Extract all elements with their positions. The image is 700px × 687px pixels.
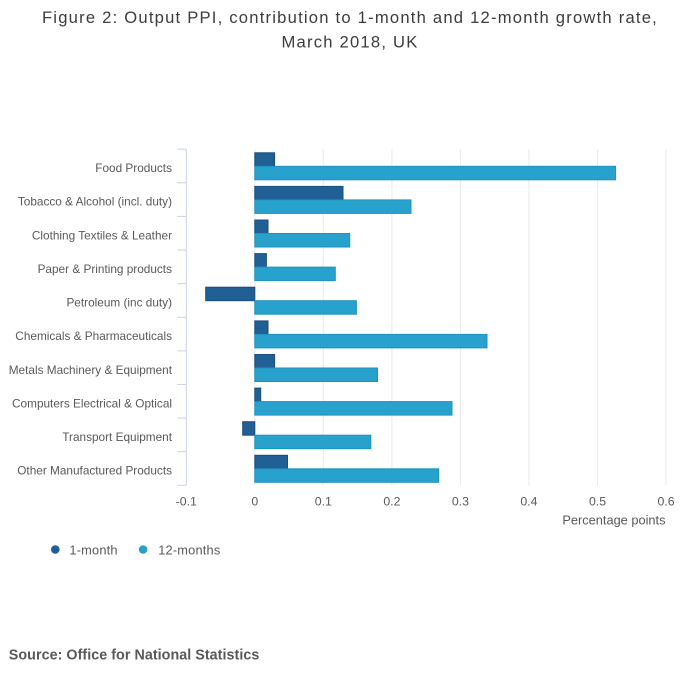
svg-text:Tobacco & Alcohol (incl. duty): Tobacco & Alcohol (incl. duty) xyxy=(18,195,172,209)
svg-text:12-months: 12-months xyxy=(158,542,220,557)
svg-text:-0.1: -0.1 xyxy=(176,495,197,509)
svg-text:Computers Electrical & Optical: Computers Electrical & Optical xyxy=(12,396,172,410)
svg-text:Transport Equipment: Transport Equipment xyxy=(62,430,172,444)
svg-text:Source: Office for National St: Source: Office for National Statistics xyxy=(9,648,260,664)
svg-text:Percentage points: Percentage points xyxy=(562,513,665,528)
svg-text:0.1: 0.1 xyxy=(315,495,332,509)
svg-text:0.6: 0.6 xyxy=(657,495,674,509)
svg-text:Paper & Printing products: Paper & Printing products xyxy=(38,262,173,276)
svg-text:Metals Machinery & Equipment: Metals Machinery & Equipment xyxy=(9,363,173,377)
svg-text:Food Products: Food Products xyxy=(95,161,172,175)
svg-text:0.4: 0.4 xyxy=(520,495,537,509)
svg-text:Petroleum (inc duty): Petroleum (inc duty) xyxy=(66,296,172,310)
svg-text:Other Manufactured Products: Other Manufactured Products xyxy=(17,464,172,478)
svg-text:0.3: 0.3 xyxy=(452,495,469,509)
svg-text:0.2: 0.2 xyxy=(383,495,400,509)
svg-text:0.5: 0.5 xyxy=(589,495,606,509)
svg-text:March 2018, UK: March 2018, UK xyxy=(282,33,419,52)
svg-text:Clothing Textiles & Leather: Clothing Textiles & Leather xyxy=(32,228,172,242)
svg-text:1-month: 1-month xyxy=(69,542,117,557)
svg-text:Chemicals & Pharmaceuticals: Chemicals & Pharmaceuticals xyxy=(15,329,172,343)
svg-text:0: 0 xyxy=(251,495,258,509)
svg-text:Figure 2: Output PPI, contribu: Figure 2: Output PPI, contribution to 1-… xyxy=(42,8,658,27)
